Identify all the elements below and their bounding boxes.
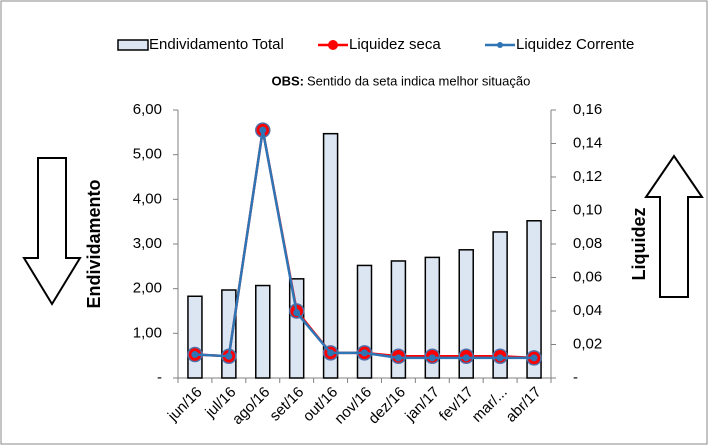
y2-tick-label: 0,10	[573, 201, 602, 218]
legend-label: Liquidez seca	[349, 36, 441, 53]
y-tick-label: 2,00	[133, 280, 162, 297]
y2-tick-label: 0,06	[573, 268, 602, 285]
bar	[255, 284, 271, 379]
y2-tick-label: 0,16	[573, 101, 602, 118]
marker	[225, 352, 233, 360]
bar	[492, 231, 508, 379]
bar	[288, 278, 305, 379]
legend-label: Liquidez Corrente	[516, 36, 634, 53]
marker	[293, 309, 301, 317]
y2-tick-label: -	[573, 369, 578, 386]
y2-tick-label: 0,14	[573, 134, 602, 151]
y2-axis-title: Liquidez	[629, 208, 649, 281]
bar	[424, 256, 441, 379]
y2-tick-label: 0,02	[573, 335, 602, 352]
bar	[458, 249, 474, 379]
marker	[361, 349, 368, 357]
y-tick-label: -	[157, 369, 162, 386]
legend-label: Endividamento Total	[149, 36, 284, 53]
marker	[394, 354, 402, 362]
bar	[322, 132, 339, 379]
y2-tick-label: 0,04	[573, 302, 602, 319]
marker	[428, 354, 436, 362]
legend-marker	[328, 40, 338, 50]
y-tick-label: 6,00	[133, 101, 162, 118]
bar	[356, 264, 373, 379]
marker	[327, 349, 335, 357]
y-tick-label: 1,00	[133, 324, 162, 341]
annotation-label: OBS:	[272, 73, 305, 88]
marker	[191, 351, 199, 359]
marker	[462, 354, 470, 362]
y-tick-label: 5,00	[133, 146, 162, 163]
y2-tick-label: 0,08	[573, 235, 602, 252]
bar	[221, 289, 237, 379]
y-axis-title: Endividamento	[84, 179, 104, 308]
bar	[526, 220, 542, 379]
y2-tick-label: 0,12	[573, 168, 602, 185]
marker	[259, 126, 267, 134]
down-arrow	[22, 157, 82, 306]
legend-swatch	[117, 39, 149, 51]
y-tick-label: 3,00	[133, 235, 162, 252]
legend-marker	[497, 42, 503, 48]
annotation: Sentido da seta indica melhor situação	[307, 73, 530, 88]
bar	[187, 295, 203, 379]
y-tick-label: 4,00	[133, 190, 162, 207]
bar	[390, 260, 407, 379]
up-arrow	[644, 154, 704, 298]
marker	[496, 354, 504, 362]
marker	[530, 354, 538, 362]
